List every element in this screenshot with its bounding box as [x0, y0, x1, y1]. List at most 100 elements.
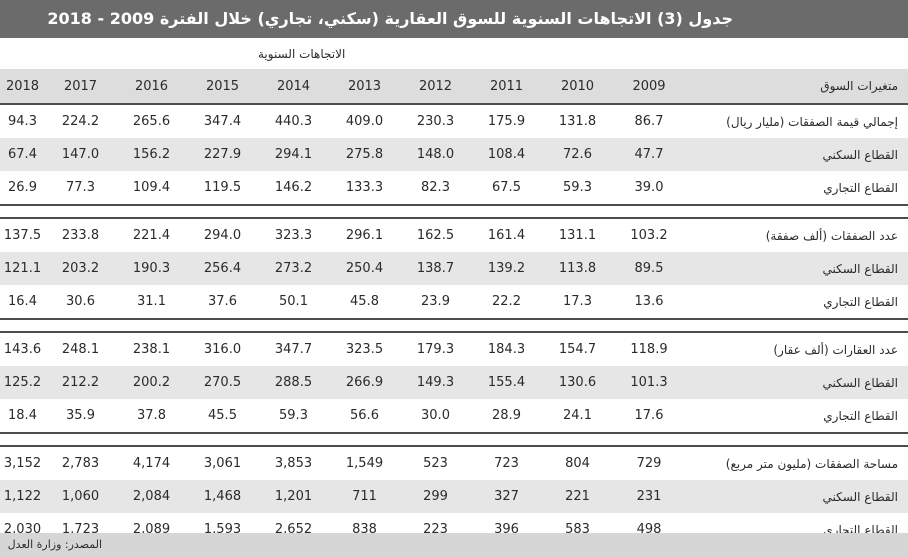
value-cell: 294.1: [258, 138, 329, 171]
value-cell: 161.4: [471, 217, 542, 252]
value-cell: 296.1: [329, 217, 400, 252]
metric-label: إجمالي قيمة الصفقات (مليار ريال): [685, 103, 908, 138]
value-cell: 101.3: [613, 366, 685, 399]
sector-label: القطاع السكني: [685, 366, 908, 399]
value-cell: 238.1: [116, 331, 187, 366]
value-cell: 50.1: [258, 285, 329, 320]
gap-cell: [0, 205, 908, 218]
gap-cell: [0, 319, 908, 332]
value-cell: 86.7: [613, 103, 685, 138]
value-cell: 4,174: [116, 445, 187, 480]
value-cell: 82.3: [400, 171, 471, 206]
value-cell: 89.5: [613, 252, 685, 285]
table-row: 121.1 203.2 190.3 256.4 273.2 250.4 138.7 139.2…: [0, 252, 908, 285]
value-cell: 221: [542, 480, 613, 513]
value-cell: 275.8: [329, 138, 400, 171]
value-cell: 273.2: [258, 252, 329, 285]
value-cell: 113.8: [542, 252, 613, 285]
year-header: 2011: [471, 69, 542, 104]
value-cell: 323.3: [258, 217, 329, 252]
value-cell: 3,853: [258, 445, 329, 480]
table-row: 16.4 30.6 31.1 37.6 50.1 45.8 23.9 22.2 17.3 13.6…: [0, 285, 908, 320]
value-cell: 119.5: [187, 171, 258, 206]
value-cell: 56.6: [329, 399, 400, 434]
value-cell: 179.3: [400, 331, 471, 366]
value-cell: 24.1: [542, 399, 613, 434]
value-cell: 2,783: [45, 445, 116, 480]
value-cell: 39.0: [613, 171, 685, 206]
table-row: 3,152 2,783 4,174 3,061 3,853 1,549 523 723 804 7…: [0, 445, 908, 480]
value-cell: 37.8: [116, 399, 187, 434]
year-header: 2016: [116, 69, 187, 104]
value-cell: 248.1: [45, 331, 116, 366]
value-cell: 47.7: [613, 138, 685, 171]
value-cell: 148.0: [400, 138, 471, 171]
value-cell: 156.2: [116, 138, 187, 171]
value-cell: 147.0: [45, 138, 116, 171]
value-cell: 723: [471, 445, 542, 480]
value-cell: 45.8: [329, 285, 400, 320]
value-cell: 711: [329, 480, 400, 513]
value-cell: 26.9: [0, 171, 45, 206]
table-row: 137.5 233.8 221.4 294.0 323.3 296.1 162.5 161.4…: [0, 217, 908, 252]
year-header: 2015: [187, 69, 258, 104]
value-cell: 265.6: [116, 103, 187, 138]
year-header: 2013: [329, 69, 400, 104]
header-row: 2018 2017 2016 2015 2014 2013 2012 2011 …: [0, 69, 908, 104]
value-cell: 212.2: [45, 366, 116, 399]
year-header: 2010: [542, 69, 613, 104]
value-cell: 316.0: [187, 331, 258, 366]
value-cell: 288.5: [258, 366, 329, 399]
value-cell: 94.3: [0, 103, 45, 138]
value-cell: 347.7: [258, 331, 329, 366]
value-cell: 23.9: [400, 285, 471, 320]
value-cell: 45.5: [187, 399, 258, 434]
value-cell: 2,084: [116, 480, 187, 513]
value-cell: 299: [400, 480, 471, 513]
metric-label: مساحة الصفقات (مليون متر مربع): [685, 445, 908, 480]
table-body: 2018 2017 2016 2015 2014 2013 2012 2011 …: [0, 69, 908, 548]
value-cell: 3,152: [0, 445, 45, 480]
table-title: جدول (3) الاتجاهات السنوية للسوق العقاري…: [0, 0, 908, 38]
value-cell: 30.6: [45, 285, 116, 320]
value-cell: 146.2: [258, 171, 329, 206]
value-cell: 31.1: [116, 285, 187, 320]
value-cell: 270.5: [187, 366, 258, 399]
value-cell: 130.6: [542, 366, 613, 399]
value-cell: 109.4: [116, 171, 187, 206]
value-cell: 138.7: [400, 252, 471, 285]
value-cell: 108.4: [471, 138, 542, 171]
value-cell: 203.2: [45, 252, 116, 285]
value-cell: 17.6: [613, 399, 685, 434]
value-cell: 30.0: [400, 399, 471, 434]
value-cell: 143.6: [0, 331, 45, 366]
value-cell: 1,122: [0, 480, 45, 513]
value-cell: 103.2: [613, 217, 685, 252]
value-cell: 190.3: [116, 252, 187, 285]
table-row: 143.6 248.1 238.1 316.0 347.7 323.5 179.3 184.3…: [0, 331, 908, 366]
value-cell: 175.9: [471, 103, 542, 138]
table-row: 26.9 77.3 109.4 119.5 146.2 133.3 82.3 67.5 59.3…: [0, 171, 908, 206]
value-cell: 256.4: [187, 252, 258, 285]
year-header: 2009: [613, 69, 685, 104]
value-cell: 35.9: [45, 399, 116, 434]
year-header: 2014: [258, 69, 329, 104]
value-cell: 28.9: [471, 399, 542, 434]
value-cell: 59.3: [258, 399, 329, 434]
table-row: 94.3 224.2 265.6 347.4 440.3 409.0 230.3 175.9 1…: [0, 103, 908, 138]
value-cell: 77.3: [45, 171, 116, 206]
sector-label: القطاع السكني: [685, 252, 908, 285]
sector-label: القطاع التجاري: [685, 399, 908, 434]
value-cell: 131.8: [542, 103, 613, 138]
value-cell: 729: [613, 445, 685, 480]
value-cell: 37.6: [187, 285, 258, 320]
value-cell: 1,549: [329, 445, 400, 480]
value-cell: 804: [542, 445, 613, 480]
value-cell: 231: [613, 480, 685, 513]
value-cell: 224.2: [45, 103, 116, 138]
section-gap: [0, 205, 908, 218]
value-cell: 184.3: [471, 331, 542, 366]
value-cell: 233.8: [45, 217, 116, 252]
year-header: 2017: [45, 69, 116, 104]
value-cell: 250.4: [329, 252, 400, 285]
